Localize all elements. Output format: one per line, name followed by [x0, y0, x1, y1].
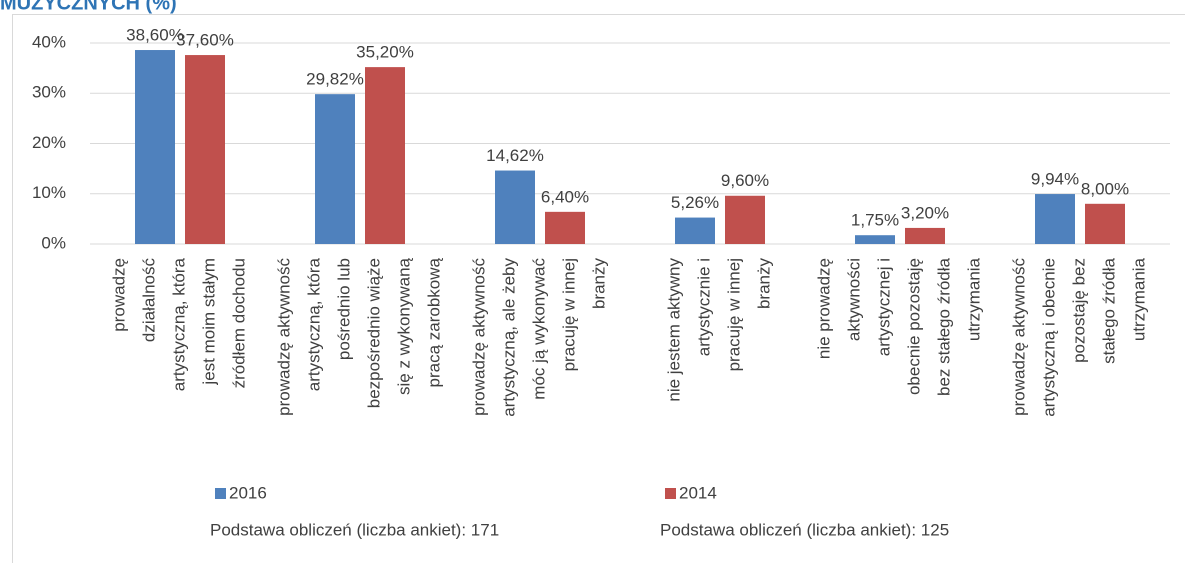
x-tick-label: prowadzę aktywność: [1009, 258, 1028, 416]
value-label: 35,20%: [356, 43, 414, 62]
x-tick-label: artystyczną i obecnie: [1039, 258, 1058, 417]
x-tick-label: bez stałego źródła: [934, 257, 953, 396]
x-tick-label: artystycznie i: [694, 258, 713, 356]
value-label: 9,94%: [1031, 170, 1079, 189]
y-tick-label: 10%: [32, 183, 66, 202]
x-tick-label: artystyczną, ale żeby: [499, 258, 518, 417]
y-tick-label: 40%: [32, 32, 66, 51]
legend-label: 2014: [679, 483, 717, 502]
x-tick-label: się z wykonywaną: [394, 257, 413, 395]
y-tick-label: 30%: [32, 83, 66, 102]
x-tick-label: branży: [589, 258, 608, 310]
value-label: 1,75%: [851, 211, 899, 230]
bar: [725, 195, 765, 244]
x-tick-label: bezpośrednio wiąże: [364, 258, 383, 408]
value-label: 6,40%: [541, 187, 589, 206]
x-tick-label: aktywności: [844, 258, 863, 341]
x-tick-label: pracuję w innej: [559, 258, 578, 371]
bar: [315, 94, 355, 244]
bar: [545, 211, 585, 244]
bar: [675, 217, 715, 244]
value-label: 37,60%: [176, 31, 234, 50]
y-tick-label: 20%: [32, 133, 66, 152]
legend-swatch: [665, 488, 676, 499]
x-tick-label: pozostaję bez: [1069, 258, 1088, 363]
legend-note: Podstawa obliczeń (liczba ankiet): 171: [210, 520, 499, 539]
value-label: 9,60%: [721, 171, 769, 190]
x-tick-label: źródłem dochodu: [229, 258, 248, 388]
value-label: 5,26%: [671, 193, 719, 212]
bar: [135, 50, 175, 244]
x-tick-label: prowadzę aktywność: [469, 258, 488, 416]
x-tick-label: nie prowadzę: [814, 258, 833, 359]
x-tick-label: pośrednio lub: [334, 258, 353, 360]
x-tick-label: prowadzę aktywność: [274, 258, 293, 416]
y-tick-label: 0%: [41, 233, 66, 252]
x-tick-label: stałego źródła: [1099, 257, 1118, 363]
bar: [495, 170, 535, 244]
bar: [365, 67, 405, 245]
x-tick-label: obecnie pozostaję: [904, 258, 923, 395]
legend-swatch: [215, 488, 226, 499]
x-tick-label: pracą zarobkową: [424, 257, 443, 387]
x-tick-label: artystyczną, która: [304, 257, 323, 391]
value-label: 14,62%: [486, 146, 544, 165]
x-tick-label: działalność: [139, 258, 158, 343]
x-tick-label: artystyczną, która: [169, 257, 188, 391]
value-label: 38,60%: [126, 26, 184, 45]
x-tick-label: branży: [754, 258, 773, 310]
x-tick-label: pracuję w innej: [724, 258, 743, 371]
legend-label: 2016: [229, 483, 267, 502]
x-tick-label: móc ją wykonywać: [529, 258, 548, 400]
x-tick-label: jest moim stałym: [199, 258, 218, 386]
x-tick-label: prowadzę: [109, 258, 128, 332]
legend-note: Podstawa obliczeń (liczba ankiet): 125: [660, 520, 949, 539]
bar: [855, 235, 895, 244]
bar: [1085, 203, 1125, 244]
x-tick-label: utrzymania: [964, 257, 983, 341]
x-tick-label: nie jestem aktywny: [664, 258, 683, 402]
bar: [905, 227, 945, 244]
chart-frame: [12, 14, 1185, 563]
value-label: 8,00%: [1081, 179, 1129, 198]
x-tick-label: utrzymania: [1129, 257, 1148, 341]
bar: [185, 55, 225, 245]
x-tick-label: artystycznej i: [874, 258, 893, 356]
bar: [1035, 194, 1075, 244]
value-label: 29,82%: [306, 70, 364, 89]
value-label: 3,20%: [901, 203, 949, 222]
chart-title: MUZYCZNYCH (%): [0, 0, 177, 14]
